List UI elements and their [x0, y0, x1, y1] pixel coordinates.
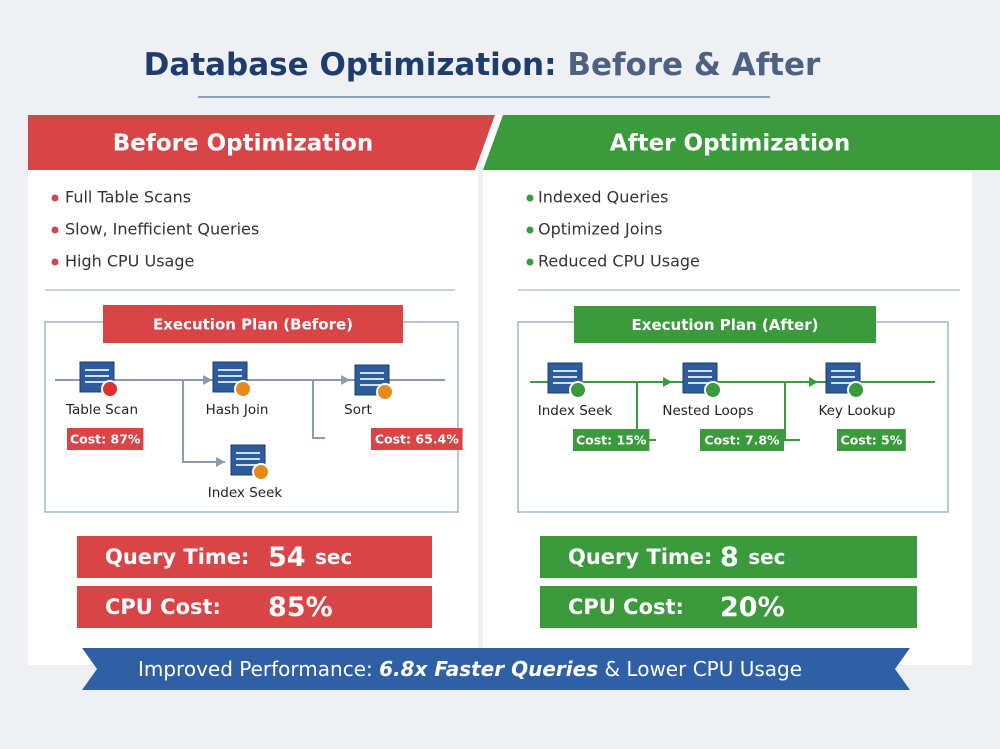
cost-badge: [700, 429, 784, 451]
metric-bar: [540, 586, 917, 628]
bullet-dot: [51, 194, 59, 202]
bullet-text: Full Table Scans: [65, 188, 191, 207]
footer-banner: [82, 648, 910, 690]
node-badge: [569, 381, 587, 399]
bullet-dot: [51, 258, 59, 266]
metric-label: CPU Cost:: [105, 595, 221, 619]
metric-unit: sec: [748, 545, 785, 569]
title-main: Database Optimization:: [144, 47, 557, 83]
title-sub: Before & After: [567, 47, 821, 83]
metric-number: 85%: [268, 592, 333, 623]
metric-bar: [77, 536, 432, 578]
metric-number: 20%: [720, 592, 785, 623]
bullet-text: Reduced CPU Usage: [538, 252, 700, 271]
cost-badge: [371, 428, 463, 450]
connector: [182, 380, 225, 463]
bullet-dot: [51, 226, 59, 234]
node-label: Table Scan: [65, 402, 138, 418]
metric-number: 54: [268, 542, 306, 573]
arrow-head: [203, 375, 212, 385]
metric-label: Query Time:: [568, 545, 712, 569]
node-label: Key Lookup: [818, 403, 895, 419]
panel-heading: After Optimization: [610, 131, 850, 157]
cost-text: Cost: 15%: [576, 433, 647, 448]
bullet-text: Optimized Joins: [538, 220, 662, 239]
node-badge: [252, 463, 270, 481]
metric-value: 20%: [720, 592, 785, 623]
node-badge: [234, 380, 252, 398]
plan-title-bg: [103, 305, 403, 343]
arrow-head: [663, 377, 672, 387]
bullet-text: High CPU Usage: [65, 252, 194, 271]
metric-label: CPU Cost:: [568, 595, 684, 619]
cost-badge: [573, 429, 650, 451]
panel-heading: Before Optimization: [113, 131, 374, 157]
node-label: Index Seek: [208, 485, 283, 501]
metric-value: 8 sec: [720, 542, 786, 573]
connector: [784, 382, 800, 441]
footer-tail: & Lower CPU Usage: [604, 657, 802, 681]
panel-header: [28, 115, 495, 170]
plan-title: Execution Plan (Before): [153, 316, 353, 334]
bullet-text: Indexed Queries: [538, 188, 668, 207]
node-badge: [101, 380, 119, 398]
bullet-dot: [526, 194, 534, 202]
node-label: Hash Join: [206, 402, 269, 418]
node-label: Sort: [344, 402, 372, 418]
plan-title: Execution Plan (After): [632, 316, 819, 334]
metric-unit: sec: [315, 545, 352, 569]
metric-bar: [540, 536, 917, 578]
bullet-dot: [526, 258, 534, 266]
cost-badge: [67, 428, 144, 450]
footer-lead: Improved Performance:: [138, 657, 373, 681]
arrow-head: [341, 375, 350, 385]
metric-number: 8: [720, 542, 739, 573]
bullet-text: Slow, Inefficient Queries: [65, 220, 259, 239]
node-badge: [704, 381, 722, 399]
panel-header: [483, 115, 1000, 170]
cost-text: Cost: 5%: [841, 433, 903, 448]
connector: [312, 380, 325, 439]
bullet-dot: [526, 226, 534, 234]
cost-text: Cost: 87%: [70, 432, 141, 447]
panels: Before Optimization Full Table Scans Slow,…: [44, 131, 960, 628]
plan-box: [517, 321, 949, 513]
cost-text: Cost: 65.4%: [375, 432, 459, 447]
metric-label: Query Time:: [105, 545, 249, 569]
footer-highlight: 6.8x Faster Queries: [379, 657, 598, 681]
node-badge: [847, 381, 865, 399]
metric-value: 85%: [268, 592, 333, 623]
footer-text: Improved Performance: 6.8x Faster Querie…: [138, 657, 802, 681]
node-badge: [376, 383, 394, 401]
node-label: Index Seek: [538, 403, 613, 419]
arrow-head: [809, 377, 818, 387]
page-title: Database Optimization: Before & After: [144, 47, 821, 83]
cost-text: Cost: 7.8%: [704, 433, 780, 448]
metric-bar: [77, 586, 432, 628]
plan-box: [44, 321, 459, 513]
cost-badge: [837, 429, 906, 451]
metric-value: 54 sec: [268, 542, 352, 573]
node-label: Nested Loops: [662, 403, 753, 419]
plan-title-bg: [574, 306, 876, 343]
arrow-head: [216, 457, 225, 467]
